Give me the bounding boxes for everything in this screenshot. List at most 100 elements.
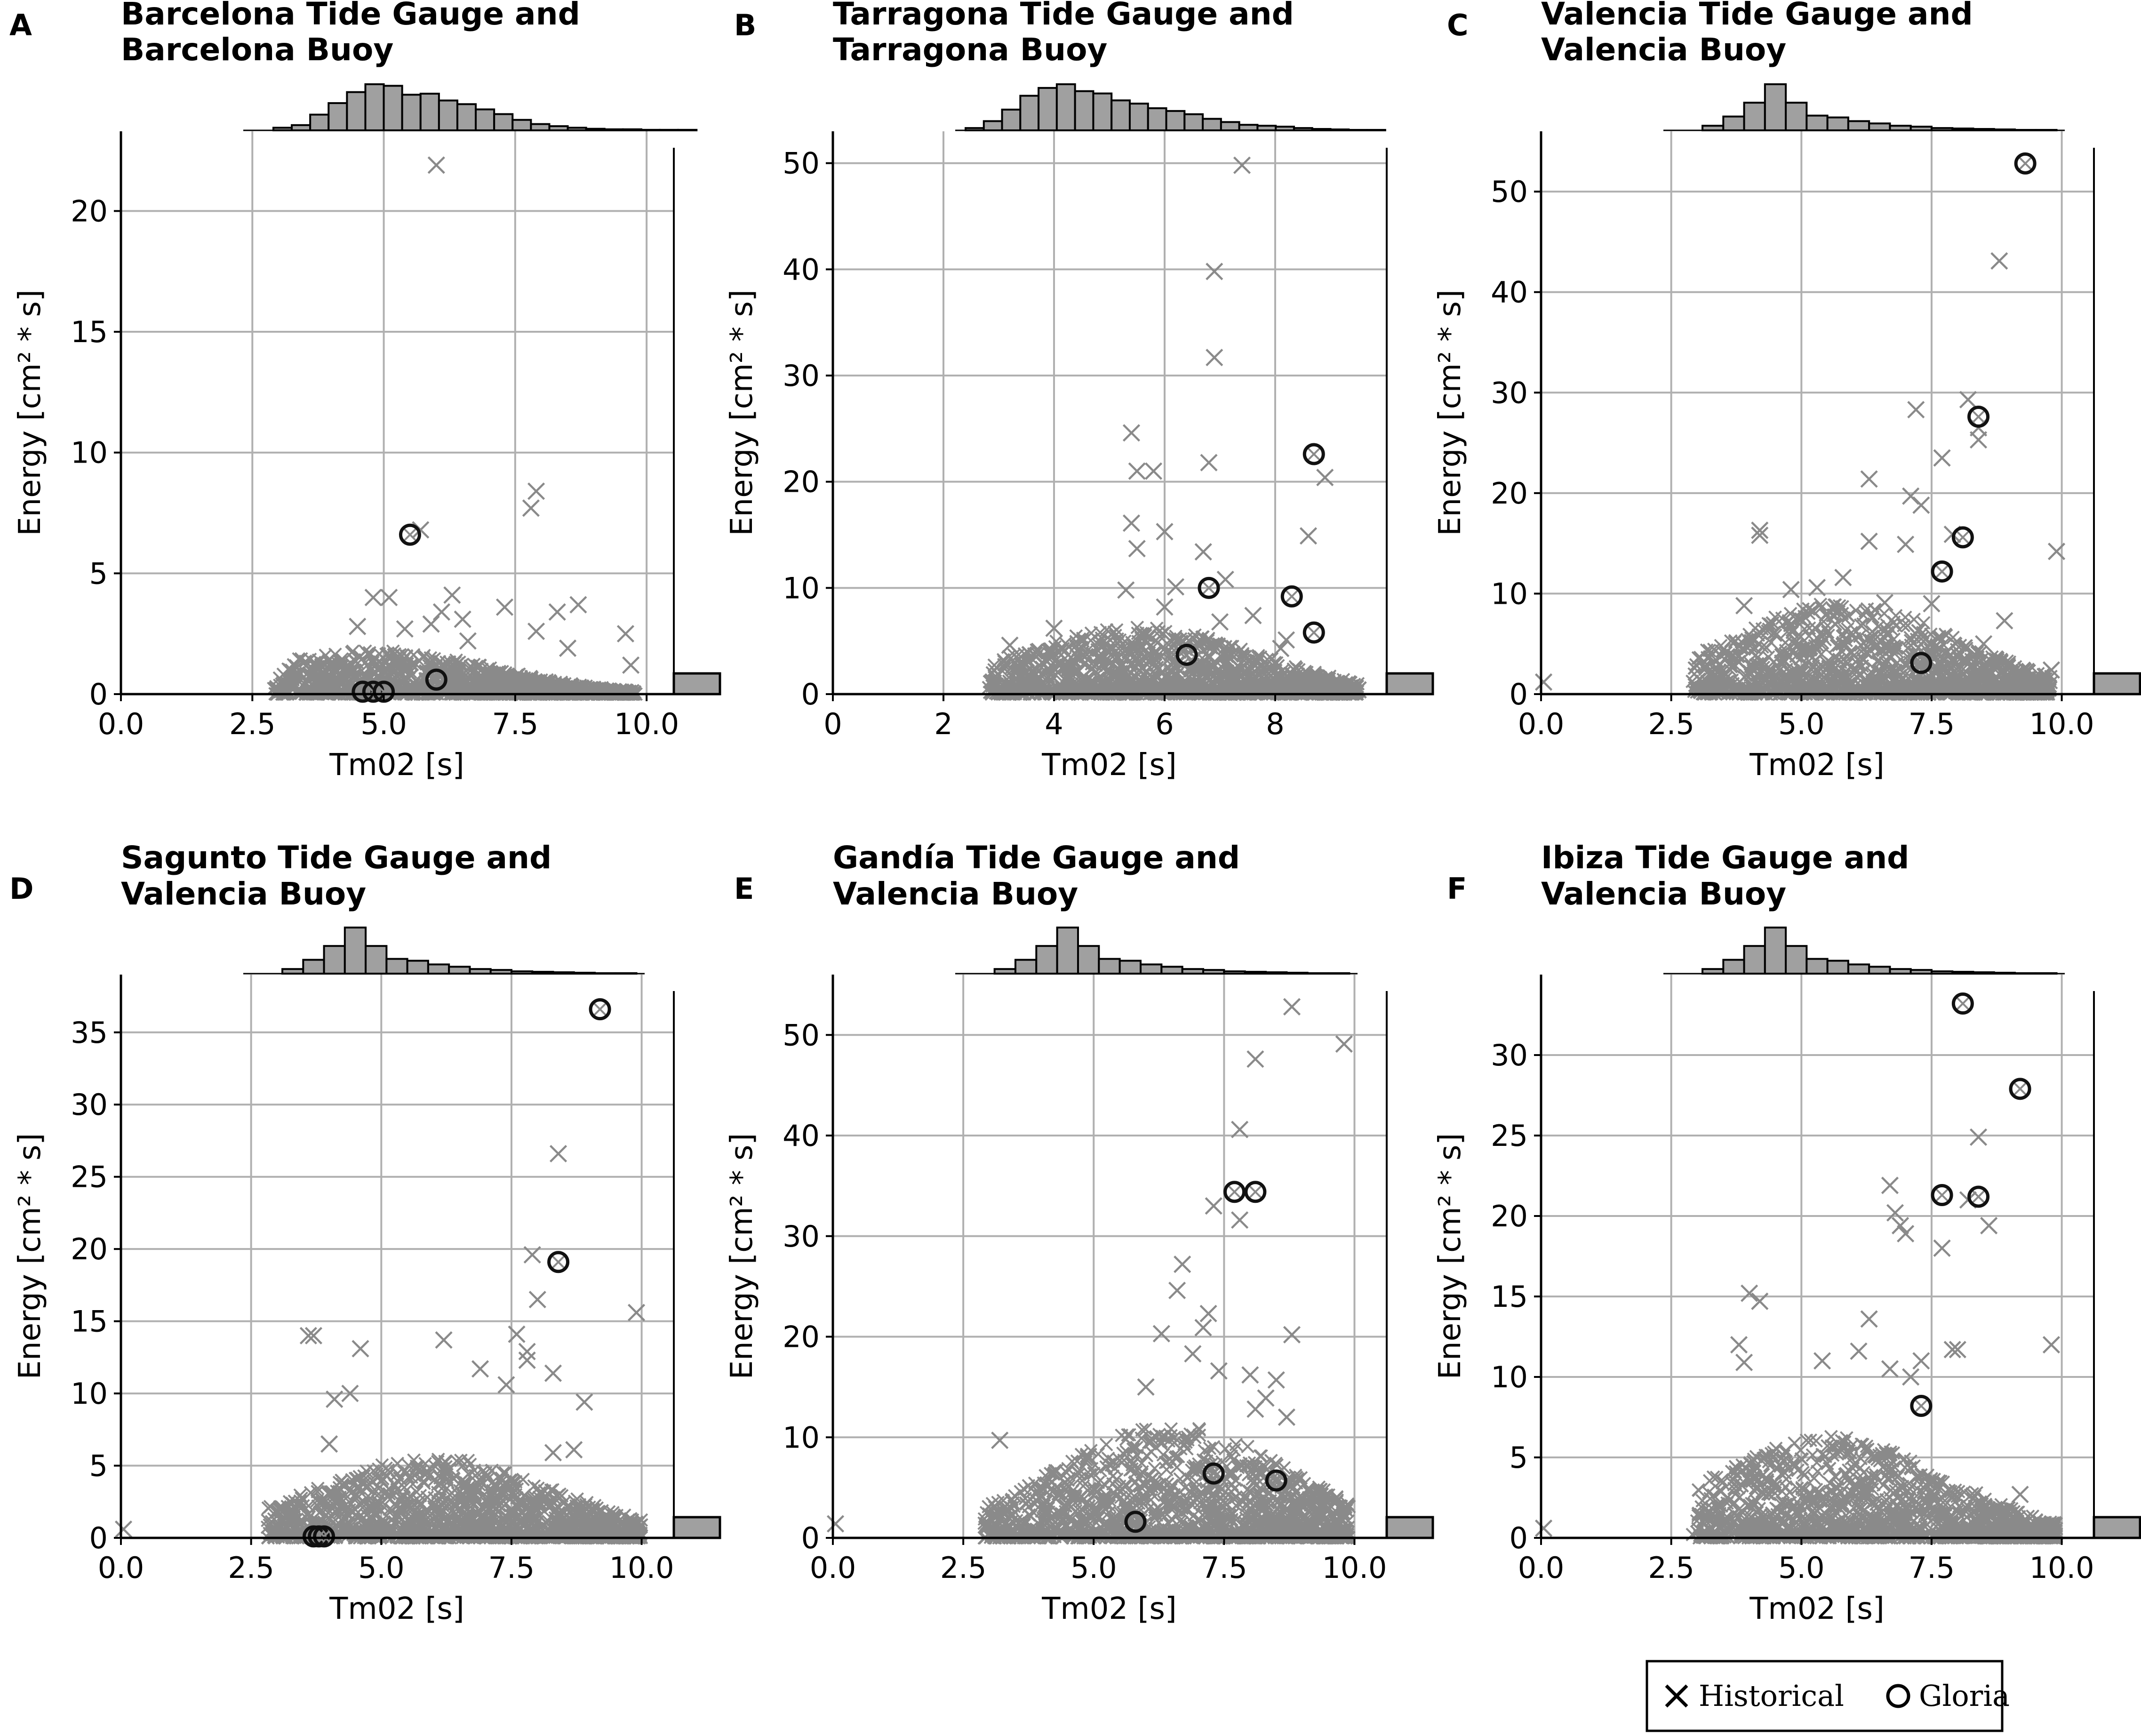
historical-point <box>422 615 440 633</box>
top-hist-bar <box>448 966 471 975</box>
panel-letter: E <box>734 872 754 906</box>
top-hist-bar <box>1077 945 1100 975</box>
historical-point <box>1933 1239 1951 1257</box>
top-hist-bar <box>1826 116 1849 131</box>
historical-point <box>627 1304 646 1321</box>
top-hist-bar <box>1722 959 1745 975</box>
panel-title-line: Valencia Buoy <box>121 876 366 912</box>
panel-title-line: Tarragona Tide Gauge and <box>833 0 1294 32</box>
top-hist-bar <box>1785 945 1808 975</box>
historical-point <box>1241 1366 1259 1384</box>
historical-point <box>1891 1216 1909 1235</box>
top-hist-bar <box>401 94 422 131</box>
top-hist-bar <box>1001 108 1022 131</box>
top-hist-bar <box>427 963 450 975</box>
historical-point <box>471 1360 489 1378</box>
historical-cloud <box>1686 1430 2063 1545</box>
historical-point <box>1933 449 1951 467</box>
historical-point <box>523 1246 541 1264</box>
historical-point <box>518 1351 536 1369</box>
top-hist-bar <box>511 119 532 132</box>
historical-point <box>2042 661 2061 679</box>
historical-point <box>1216 570 1234 588</box>
gloria-point <box>2014 152 2037 175</box>
top-hist-bar <box>1092 92 1113 132</box>
x-tick-label: 5.0 <box>358 1551 405 1585</box>
historical-point <box>1808 579 1826 597</box>
top-hist-bar <box>1140 963 1163 975</box>
gloria-inner-cross <box>1935 1189 1949 1201</box>
historical-point <box>1751 521 1769 539</box>
x-tick-label: 10.0 <box>614 707 679 741</box>
right-hist-bar <box>672 672 721 696</box>
x-tick-label: 5.0 <box>1778 707 1825 741</box>
gloria-point <box>1244 1181 1267 1203</box>
historical-point <box>454 610 471 628</box>
top-hist-bar <box>530 123 551 131</box>
x-tick-label: 0.0 <box>1518 1551 1565 1585</box>
historical-point <box>1283 1326 1301 1344</box>
y-tick-label: 40 <box>1491 275 1528 310</box>
y-tick-label: 10 <box>1491 1360 1528 1394</box>
y-axis-label: Energy [cm² * s] <box>1433 1133 1468 1380</box>
historical-point <box>991 1432 1009 1449</box>
gloria-point <box>1951 526 1974 549</box>
historical-point <box>617 1519 635 1537</box>
historical-point <box>1246 1400 1264 1418</box>
panel-title-line: Tarragona Buoy <box>833 32 1107 68</box>
y-tick-label: 15 <box>1491 1280 1528 1314</box>
x-tick-label: 8 <box>1266 707 1284 741</box>
historical-cloud <box>267 644 643 701</box>
top-hist-bar <box>364 83 385 131</box>
gloria-inner-cross <box>1249 1185 1262 1199</box>
gloria-inner-cross <box>1285 590 1298 603</box>
x-tick-label: 6 <box>1155 707 1174 741</box>
top-hist-bar <box>1014 959 1038 975</box>
historical-point <box>497 1376 515 1394</box>
top-hist-bar <box>302 959 325 975</box>
top-hist-bar <box>309 113 330 132</box>
historical-cloud <box>982 620 1365 701</box>
gloria-point <box>1302 443 1325 465</box>
gloria-inner-cross <box>1956 997 1969 1010</box>
historical-point <box>1335 1035 1353 1053</box>
historical-point <box>1902 1368 1920 1386</box>
x-axis-label: Tm02 [s] <box>1749 748 1885 783</box>
y-tick-label: 10 <box>783 1420 820 1455</box>
historical-point <box>1233 156 1251 174</box>
y-tick-label: 15 <box>71 1304 108 1339</box>
y-tick-label: 0 <box>89 1521 108 1555</box>
legend-box <box>1646 1660 2004 1732</box>
legend: Historical Gloria <box>1646 1660 2010 1732</box>
historical-point <box>1001 636 1019 654</box>
historical-point <box>1316 469 1334 487</box>
historical-point <box>1834 568 1852 586</box>
y-tick-label: 10 <box>783 571 820 605</box>
gloria-inner-cross <box>1972 410 1985 423</box>
historical-point <box>341 1384 359 1402</box>
gloria-point <box>1910 1395 1933 1417</box>
y-tick-label: 20 <box>783 465 820 499</box>
top-hist-bar <box>1868 122 1891 131</box>
gloria-inner-cross <box>1956 531 1969 544</box>
top-hist-bar <box>1110 99 1131 132</box>
historical-cloud <box>977 1422 1356 1545</box>
top-hist-bar <box>1098 958 1121 975</box>
historical-point <box>1206 263 1223 280</box>
y-tick-label: 20 <box>783 1320 820 1354</box>
historical-point <box>1184 1345 1202 1363</box>
historical-point <box>2001 675 2019 693</box>
historical-point <box>527 622 545 640</box>
gloria-inner-cross <box>1972 1190 1985 1203</box>
y-axis-label: Energy [cm² * s] <box>13 1133 48 1380</box>
historical-point <box>1206 349 1223 367</box>
top-hist-bar <box>475 108 495 131</box>
top-hist-bar <box>1147 107 1167 132</box>
historical-point <box>575 1393 593 1411</box>
historical-point <box>1231 1120 1249 1138</box>
y-tick-label: 5 <box>89 1449 108 1483</box>
historical-point <box>1122 514 1141 532</box>
y-tick-label: 20 <box>1491 1199 1528 1233</box>
x-tick-label: 10.0 <box>1322 1551 1387 1585</box>
